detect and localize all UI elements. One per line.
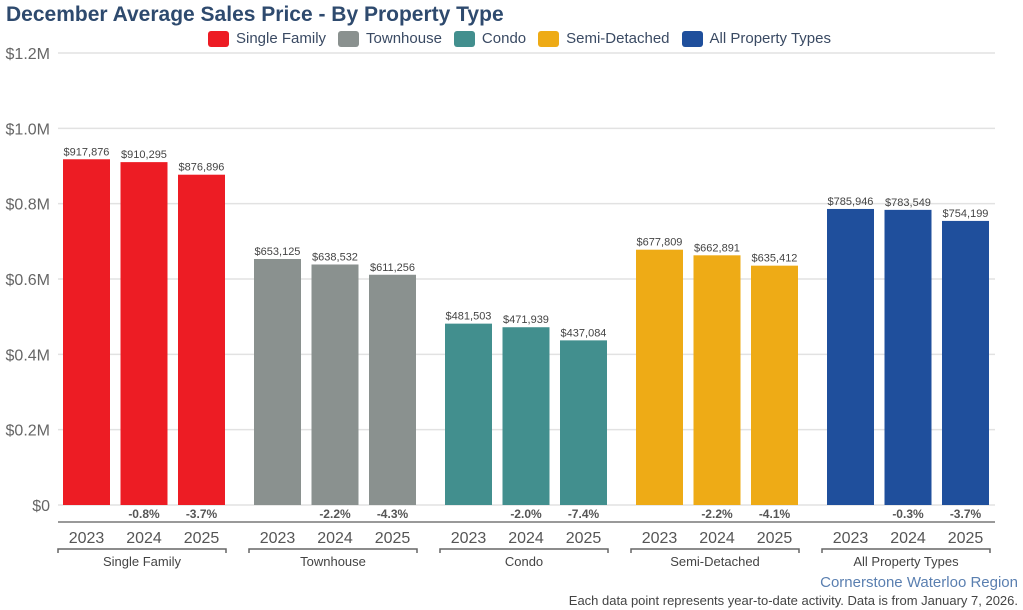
change-label: -0.3%	[892, 507, 924, 521]
group-label: Townhouse	[300, 554, 366, 569]
bar	[445, 323, 492, 505]
legend-swatch	[208, 30, 229, 47]
x-tick-label: 2023	[642, 530, 678, 547]
group-label: Single Family	[103, 554, 182, 569]
x-tick-label: 2023	[833, 530, 869, 547]
x-tick-label: 2025	[184, 530, 220, 547]
group-bracket	[248, 548, 418, 553]
y-tick-label: $0.8M	[6, 197, 50, 214]
legend-label: All Property Types	[709, 30, 831, 47]
x-tick-label: 2023	[69, 530, 105, 547]
bar	[502, 327, 550, 505]
data-label: $437,084	[561, 327, 607, 339]
source-label: Cornerstone Waterloo Region	[820, 574, 1018, 591]
legend-swatch	[538, 30, 560, 47]
x-tick-label: 2024	[508, 530, 544, 547]
legend-swatch	[453, 30, 475, 47]
x-tick-label: 2023	[260, 530, 296, 547]
legend-item[interactable]: Single Family	[208, 30, 326, 47]
bar	[636, 249, 683, 505]
legend-item[interactable]: Condo	[453, 30, 527, 47]
y-tick-label: $0.4M	[6, 347, 50, 364]
legend-swatch	[681, 30, 703, 47]
legend-label: Condo	[481, 30, 527, 47]
bar	[369, 274, 416, 505]
group-bracket	[57, 548, 227, 553]
data-label: $785,946	[828, 196, 874, 208]
change-label: -4.1%	[759, 507, 791, 521]
bar	[942, 220, 989, 505]
x-tick-label: 2024	[126, 530, 162, 547]
chart-title: December Average Sales Price - By Proper…	[6, 3, 504, 26]
legend-item[interactable]: Townhouse	[338, 30, 442, 47]
legend-item[interactable]: All Property Types	[681, 30, 831, 47]
data-label: $611,256	[370, 262, 415, 274]
x-tick-label: 2025	[375, 530, 411, 547]
data-label: $754,199	[943, 208, 989, 220]
x-tick-label: 2025	[566, 530, 602, 547]
data-label: $910,295	[121, 149, 167, 161]
data-label: $653,125	[255, 246, 301, 258]
change-label: -2.0%	[510, 507, 542, 521]
group-bracket	[439, 548, 609, 553]
data-label: $635,412	[752, 253, 798, 265]
x-tick-label: 2025	[757, 530, 793, 547]
legend: Single Family Townhouse Condo Semi-Detached…	[208, 30, 831, 47]
change-label: -3.7%	[950, 507, 982, 521]
x-tick-label: 2024	[890, 530, 926, 547]
legend-swatch	[338, 30, 360, 47]
bar	[884, 209, 932, 505]
data-label: $481,503	[446, 311, 492, 323]
x-tick-label: 2024	[699, 530, 735, 547]
y-tick-label: $0	[32, 498, 50, 515]
data-label: $876,896	[179, 162, 225, 174]
group-bracket	[630, 548, 800, 553]
x-tick-label: 2023	[451, 530, 487, 547]
bar	[254, 258, 301, 505]
data-label: $662,891	[694, 242, 740, 254]
y-tick-label: $1.0M	[6, 121, 50, 138]
bar	[693, 255, 741, 505]
bar	[751, 265, 798, 505]
legend-label: Single Family	[236, 30, 327, 47]
data-label: $917,876	[64, 146, 110, 158]
bar	[311, 264, 359, 505]
group-bracket	[821, 548, 991, 553]
data-label: $471,939	[503, 314, 549, 326]
x-tick-label: 2025	[948, 530, 984, 547]
group-label: Semi-Detached	[670, 554, 760, 569]
bar	[63, 159, 110, 505]
bar	[178, 174, 225, 505]
change-label: -7.4%	[568, 507, 600, 521]
y-tick-label: $0.2M	[6, 423, 50, 440]
footnote: Each data point represents year-to-date …	[568, 593, 1018, 608]
change-label: -2.2%	[701, 507, 733, 521]
bar	[120, 162, 168, 505]
bar	[827, 208, 874, 506]
data-label: $677,809	[637, 237, 683, 249]
change-label: -4.3%	[377, 507, 409, 521]
data-label: $638,532	[312, 251, 358, 263]
change-label: -2.2%	[319, 507, 351, 521]
data-label: $783,549	[885, 197, 931, 209]
x-tick-label: 2024	[317, 530, 353, 547]
y-tick-label: $0.6M	[6, 272, 50, 289]
legend-label: Townhouse	[366, 30, 442, 47]
change-label: -3.7%	[186, 507, 218, 521]
change-label: -0.8%	[128, 507, 160, 521]
legend-label: Semi-Detached	[566, 30, 670, 47]
legend-item[interactable]: Semi-Detached	[538, 30, 670, 47]
group-label: Condo	[505, 554, 543, 569]
bar	[560, 340, 607, 505]
group-label: All Property Types	[853, 554, 959, 569]
y-tick-label: $1.2M	[6, 46, 50, 63]
